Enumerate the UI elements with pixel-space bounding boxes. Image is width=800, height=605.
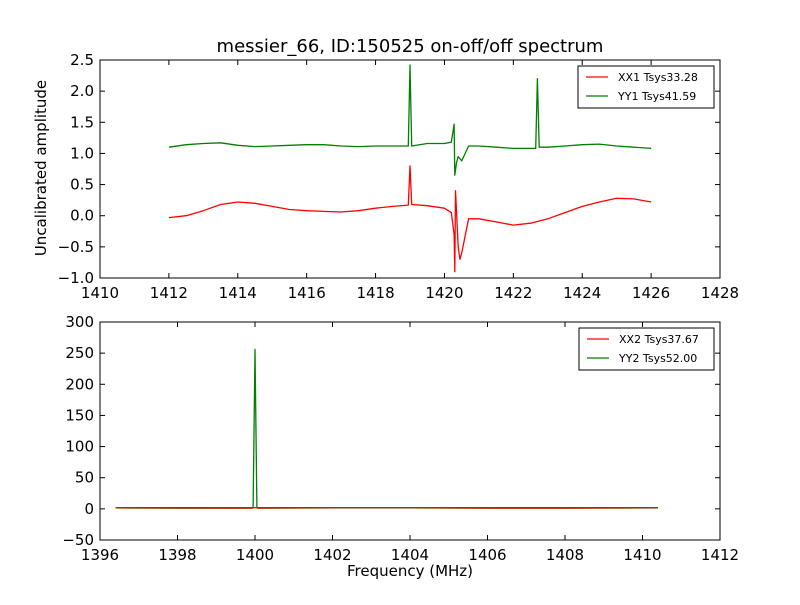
x-tick-label: 1404	[391, 546, 429, 564]
x-tick-label: 1400	[236, 546, 274, 564]
legend-label: YY1 Tsys41.59	[617, 90, 696, 103]
y-tick-label: 50	[75, 469, 94, 487]
legend-box	[578, 327, 715, 371]
legend-label: XX1 Tsys33.28	[618, 71, 698, 84]
y-tick-label: 1.5	[70, 113, 94, 131]
x-tick-label: 1418	[356, 284, 394, 302]
top-spectrum-chart: messier_66, ID:150525 on-off/off spectru…	[32, 36, 739, 302]
x-tick-label: 1424	[563, 284, 601, 302]
x-tick-label: 1402	[313, 546, 351, 564]
y-tick-label: −1.0	[58, 269, 94, 287]
series-line-yy1	[168, 64, 652, 176]
y-tick-label: 0.5	[70, 176, 94, 194]
bottom-spectrum-chart: Frequency (MHz) 1396 1398 1400 1402 1404 1406…	[62, 313, 739, 580]
y-tick-label: 0.0	[70, 207, 94, 225]
series-line-xx1	[168, 165, 652, 273]
y-tick-label: 300	[65, 313, 94, 331]
x-tick-label: 1398	[158, 546, 196, 564]
x-tick-label: 1412	[701, 546, 739, 564]
y-tick-label: 2.5	[70, 51, 94, 69]
y-axis-label: Uncalibrated amplitude	[32, 80, 50, 256]
y-tick-label: −50	[62, 531, 94, 549]
x-tick-label: 1428	[701, 284, 739, 302]
x-tick-label: 1410	[623, 546, 661, 564]
x-tick-label: 1414	[219, 284, 257, 302]
y-tick-label: 0	[84, 500, 94, 518]
legend-label: YY2 Tsys52.00	[618, 352, 697, 365]
x-tick-label: 1416	[288, 284, 326, 302]
x-tick-label: 1422	[494, 284, 532, 302]
y-tick-label: 2.0	[70, 82, 94, 100]
legend-label: XX2 Tsys37.67	[619, 333, 699, 346]
x-axis-label: Frequency (MHz)	[347, 562, 473, 580]
chart-title: messier_66, ID:150525 on-off/off spectru…	[217, 36, 604, 57]
legend-box	[577, 65, 715, 109]
y-tick-label: 250	[65, 344, 94, 362]
y-tick-label: 150	[65, 406, 94, 424]
y-tick-label: −0.5	[58, 238, 94, 256]
series-line-yy2	[115, 348, 658, 509]
x-tick-label: 1408	[546, 546, 584, 564]
y-tick-label: 200	[65, 375, 94, 393]
plot-area-bottom: 1396 1398 1400 1402 1404 1406 1408 1410 1412 −50 0…	[62, 313, 739, 564]
y-tick-label: 100	[65, 438, 94, 456]
x-tick-label: 1426	[632, 284, 670, 302]
x-tick-label: 1410	[81, 284, 119, 302]
x-tick-label: 1396	[81, 546, 119, 564]
x-tick-label: 1420	[425, 284, 463, 302]
y-tick-label: 1.0	[70, 144, 94, 162]
axes-frame	[99, 59, 721, 279]
x-tick-label: 1406	[468, 546, 506, 564]
x-tick-label: 1412	[150, 284, 188, 302]
plot-area-top: 1410 1412 1414 1416 1418 1420 1422 1424 1426 1428…	[58, 51, 740, 302]
